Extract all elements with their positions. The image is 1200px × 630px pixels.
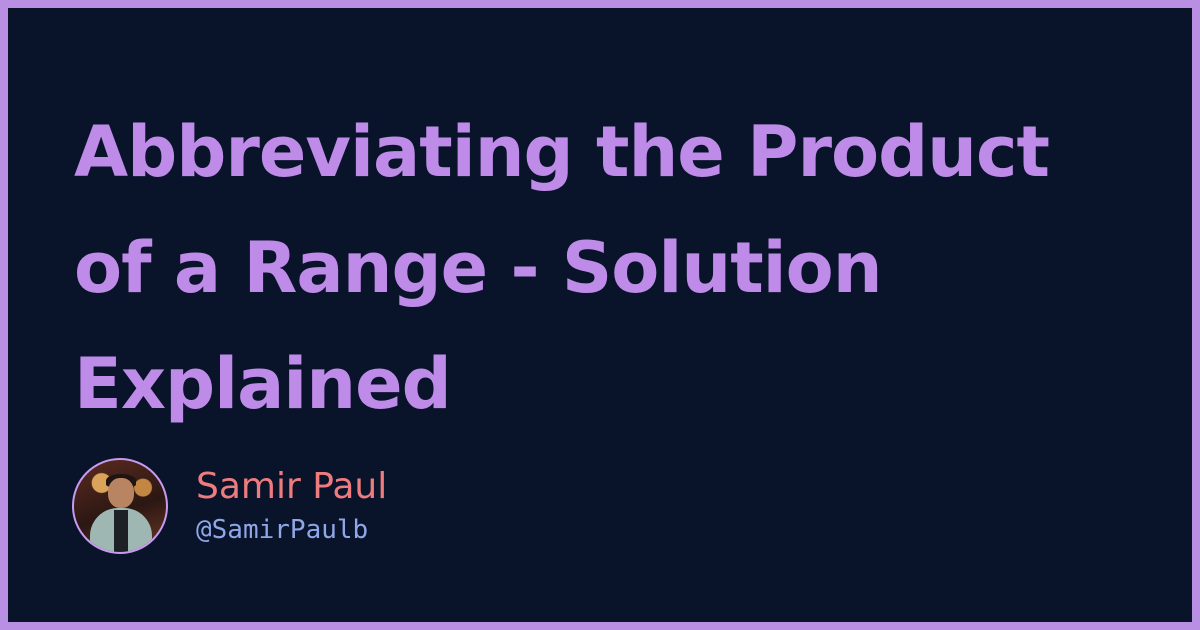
author-info: Samir Paul @SamirPaulb [72, 458, 387, 554]
social-preview-card: Abbreviating the Product of a Range - So… [8, 8, 1192, 622]
author-handle: @SamirPaulb [196, 515, 369, 545]
avatar-photo-icon [72, 458, 168, 554]
author-meta: Samir Paul @SamirPaulb [196, 466, 387, 546]
article-title-line-2: of a Range - Solution [74, 227, 883, 309]
article-title-line-1: Abbreviating the Product [74, 111, 1050, 193]
article-title: Abbreviating the Product of a Range - So… [74, 94, 1174, 442]
avatar-head [108, 478, 134, 508]
avatar-shirt [114, 510, 128, 552]
article-title-line-3: Explained [74, 343, 452, 425]
author-name: Samir Paul [196, 466, 388, 507]
